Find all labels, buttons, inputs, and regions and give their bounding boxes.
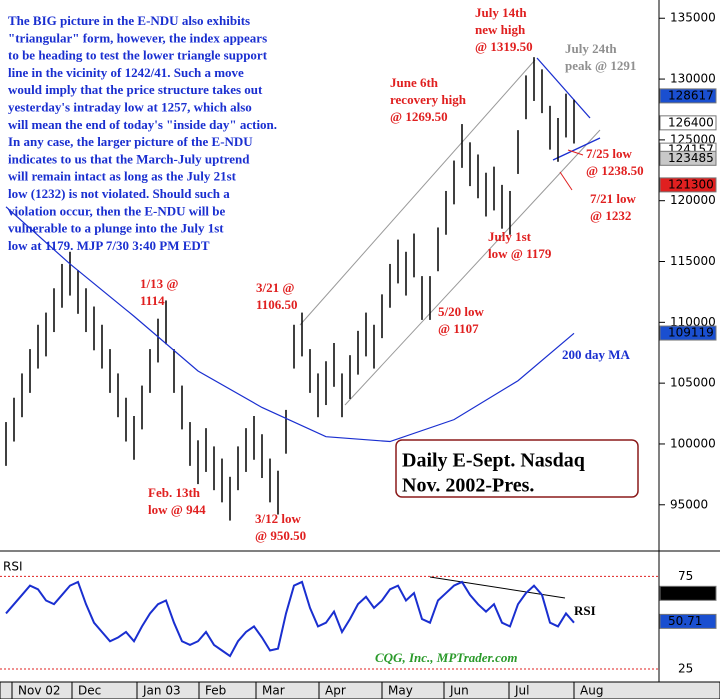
triangle-upper <box>536 57 591 119</box>
x-axis-strip <box>0 681 720 699</box>
annotation: @ 1269.50 <box>390 109 448 124</box>
annotation: 1114 <box>140 293 165 308</box>
y-tick-label: 110000 <box>670 315 716 329</box>
commentary: vulnerable to a plunge into the July 1st <box>8 221 224 236</box>
annotation: @ 950.50 <box>255 528 306 543</box>
channel-upper <box>299 59 536 326</box>
x-tick-label: May <box>388 684 413 698</box>
annotation: 1106.50 <box>256 297 298 312</box>
rsi-tick-label: 75 <box>678 569 693 583</box>
annotation: @ 1319.50 <box>475 39 533 54</box>
commentary: line in the vicinity of 1242/41. Such a … <box>8 65 244 80</box>
rsi-label: RSI <box>574 603 596 618</box>
pointer <box>567 149 584 156</box>
annotation: recovery high <box>390 92 467 107</box>
y-tick-label: 105000 <box>670 376 716 390</box>
annotation: 7/25 low <box>586 146 632 161</box>
triangle-lower <box>552 137 601 161</box>
title: Nov. 2002-Pres. <box>402 475 534 497</box>
rsi-line <box>5 580 575 658</box>
value-flag <box>659 325 717 341</box>
value-flag-label: 121300 <box>668 177 714 191</box>
value-flag-label: 123485 <box>668 151 714 165</box>
y-tick-label: 120000 <box>670 193 716 207</box>
x-tick-label: Apr <box>325 684 346 698</box>
annotation: 5/20 low <box>438 304 484 319</box>
annotation: low @ 1179 <box>488 246 552 261</box>
annotation: 1/13 @ <box>140 276 178 291</box>
x-tick-label: Nov 02 <box>18 684 61 698</box>
value-flag <box>659 115 717 131</box>
rsi-panel-label: RSI <box>3 560 23 574</box>
annotation: June 6th <box>390 75 439 90</box>
y-tick-label: 100000 <box>670 436 716 450</box>
value-flag <box>659 613 717 629</box>
pointer <box>559 171 573 191</box>
value-flag-label: 50.71 <box>668 614 702 628</box>
commentary: yesterday's intraday low at 1257, which … <box>8 99 252 114</box>
y-tick-label: 95000 <box>670 497 708 511</box>
annotation: new high <box>475 22 526 37</box>
annotation: @ 1238.50 <box>586 163 644 178</box>
y-tick-label: 135000 <box>670 11 716 25</box>
annotation: 200 day MA <box>562 347 631 362</box>
commentary: to be heading to test the lower triangle… <box>8 48 268 63</box>
annotation: 3/21 @ <box>256 280 294 295</box>
commentary: low at 1179. MJP 7/30 3:40 PM EDT <box>8 238 210 253</box>
title-box <box>395 439 639 498</box>
annotation: @ 1232 <box>590 208 631 223</box>
commentary: indicates to us that the March-July uptr… <box>8 151 250 166</box>
commentary: will remain intact as long as the July 2… <box>8 169 237 184</box>
value-flag-label: 128617 <box>668 88 714 102</box>
y-tick-label: 130000 <box>670 72 716 86</box>
annotation: 3/12 low <box>255 511 301 526</box>
value-flag-label: 126400 <box>668 115 714 129</box>
x-tick-label: Mar <box>262 684 285 698</box>
annotation: July 14th <box>475 5 527 20</box>
x-tick-label: Jun <box>449 684 469 698</box>
value-flag-label: 109119 <box>668 326 714 340</box>
commentary: will mean the end of today's "inside day… <box>8 117 277 132</box>
x-tick-label: Dec <box>78 684 101 698</box>
channel-lower <box>344 129 601 406</box>
annotation: 7/21 low <box>590 191 636 206</box>
title: Daily E-Sept. Nasdaq <box>402 450 585 472</box>
moving-average <box>5 206 575 443</box>
annotation: July 1st <box>488 229 532 244</box>
x-tick-label: Jul <box>514 684 529 698</box>
x-tick-label: Feb <box>205 684 226 698</box>
commentary: violation occur, then the E-NDU will be <box>8 203 225 218</box>
annotation: Feb. 13th <box>148 485 201 500</box>
y-tick-label: 115000 <box>670 254 716 268</box>
x-tick-label: Jan 03 <box>142 684 181 698</box>
value-flag-label: 65.86 <box>668 586 702 600</box>
rsi-tick-label: 25 <box>678 662 693 676</box>
annotation: peak @ 1291 <box>565 58 636 73</box>
value-flag <box>659 177 717 193</box>
value-flag <box>659 88 717 104</box>
credit: CQG, Inc., MPTrader.com <box>375 650 518 665</box>
value-flag <box>659 150 717 166</box>
commentary: In any case, the larger picture of the E… <box>8 134 253 149</box>
annotation: July 24th <box>565 41 617 56</box>
commentary: "triangular" form, however, the index ap… <box>8 30 267 45</box>
x-tick-label: Aug <box>580 684 603 698</box>
commentary: would imply that the price structure tak… <box>8 82 263 97</box>
value-flag <box>659 585 717 601</box>
commentary: The BIG picture in the E-NDU also exhibi… <box>8 13 250 28</box>
commentary: low (1232) is not violated. Should such … <box>8 186 230 201</box>
annotation: low @ 944 <box>148 502 206 517</box>
annotation: @ 1107 <box>438 321 479 336</box>
